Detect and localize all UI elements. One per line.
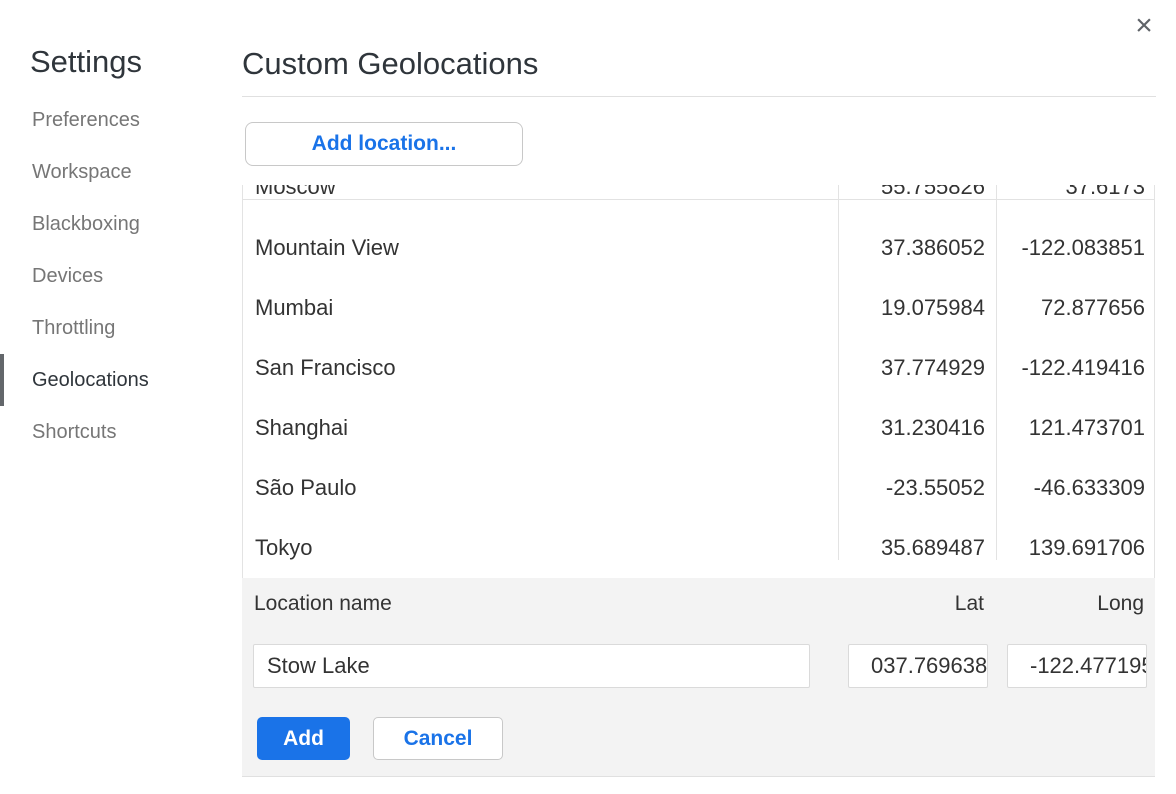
table-row[interactable]: Moscow 55.755826 37.6173 (243, 185, 1154, 200)
sidebar-item-shortcuts[interactable]: Shortcuts (0, 406, 242, 458)
location-name-cell: Moscow (255, 185, 336, 199)
sidebar-item-throttling[interactable]: Throttling (0, 302, 242, 354)
settings-title: Settings (30, 44, 143, 79)
page-title: Custom Geolocations (242, 46, 539, 81)
lat-header: Lat (954, 592, 984, 615)
sidebar-item-label: Geolocations (32, 368, 149, 391)
long-cell: -46.633309 (1033, 475, 1145, 500)
location-name-cell: Shanghai (255, 415, 348, 440)
lat-cell: 55.755826 (881, 185, 985, 199)
add-location-button[interactable]: Add location... (245, 122, 523, 166)
selection-indicator (0, 302, 4, 354)
lat-cell: 19.075984 (881, 295, 985, 320)
lat-cell: -23.55052 (885, 475, 985, 500)
settings-menu: Preferences Workspace Blackboxing Device… (0, 94, 242, 458)
sidebar-item-label: Workspace (32, 160, 132, 183)
long-header: Long (1097, 592, 1144, 615)
lat-cell: 37.774929 (881, 355, 985, 380)
sidebar-item-label: Throttling (32, 316, 116, 339)
table-row[interactable]: Mountain View 37.386052 -122.083851 (243, 200, 1154, 260)
table-row[interactable]: São Paulo -23.55052 -46.633309 (243, 440, 1154, 500)
cancel-button[interactable]: Cancel (373, 717, 503, 760)
sidebar-item-geolocations[interactable]: Geolocations (0, 354, 242, 406)
header-divider (242, 96, 1156, 97)
editor-header-row: Location name Lat Long (242, 578, 1155, 616)
geolocation-list: Moscow 55.755826 37.6173 Mountain View 3… (242, 185, 1155, 578)
sidebar-item-label: Blackboxing (32, 212, 140, 235)
table-row[interactable]: Shanghai 31.230416 121.473701 (243, 380, 1154, 440)
location-name-header: Location name (254, 592, 392, 615)
selection-indicator (0, 250, 4, 302)
selection-indicator (0, 94, 4, 146)
selection-indicator (0, 198, 4, 250)
location-name-cell: Mountain View (255, 235, 399, 260)
location-name-cell: Tokyo (255, 535, 313, 560)
close-icon[interactable]: × (1135, 9, 1153, 42)
add-button[interactable]: Add (257, 717, 350, 760)
selection-indicator (0, 406, 4, 458)
add-location-editor: Location name Lat Long Add Cancel (242, 578, 1155, 777)
location-name-cell: Mumbai (255, 295, 334, 320)
lat-cell: 37.386052 (881, 235, 985, 260)
sidebar-item-blackboxing[interactable]: Blackboxing (0, 198, 242, 250)
sidebar-item-label: Devices (32, 264, 104, 287)
long-cell: -122.083851 (1021, 235, 1145, 260)
sidebar-item-label: Shortcuts (32, 420, 117, 443)
sidebar-item-label: Preferences (32, 108, 140, 131)
long-cell: 139.691706 (1028, 535, 1145, 560)
location-name-input[interactable] (253, 644, 810, 688)
selection-indicator (0, 146, 4, 198)
sidebar-item-preferences[interactable]: Preferences (0, 94, 242, 146)
table-row[interactable]: Tokyo 35.689487 139.691706 (243, 500, 1154, 560)
table-row[interactable]: San Francisco 37.774929 -122.419416 (243, 320, 1154, 380)
long-cell: 37.6173 (1065, 185, 1145, 199)
lat-input[interactable] (848, 644, 988, 688)
location-name-cell: San Francisco (255, 355, 396, 380)
long-input[interactable] (1007, 644, 1147, 688)
location-name-cell: São Paulo (255, 475, 357, 500)
table-row[interactable]: Mumbai 19.075984 72.877656 (243, 260, 1154, 320)
sidebar-item-workspace[interactable]: Workspace (0, 146, 242, 198)
selection-indicator (0, 354, 4, 406)
sidebar-item-devices[interactable]: Devices (0, 250, 242, 302)
long-cell: -122.419416 (1021, 355, 1145, 380)
long-cell: 121.473701 (1028, 415, 1145, 440)
lat-cell: 35.689487 (881, 535, 985, 560)
lat-cell: 31.230416 (881, 415, 985, 440)
long-cell: 72.877656 (1041, 295, 1145, 320)
